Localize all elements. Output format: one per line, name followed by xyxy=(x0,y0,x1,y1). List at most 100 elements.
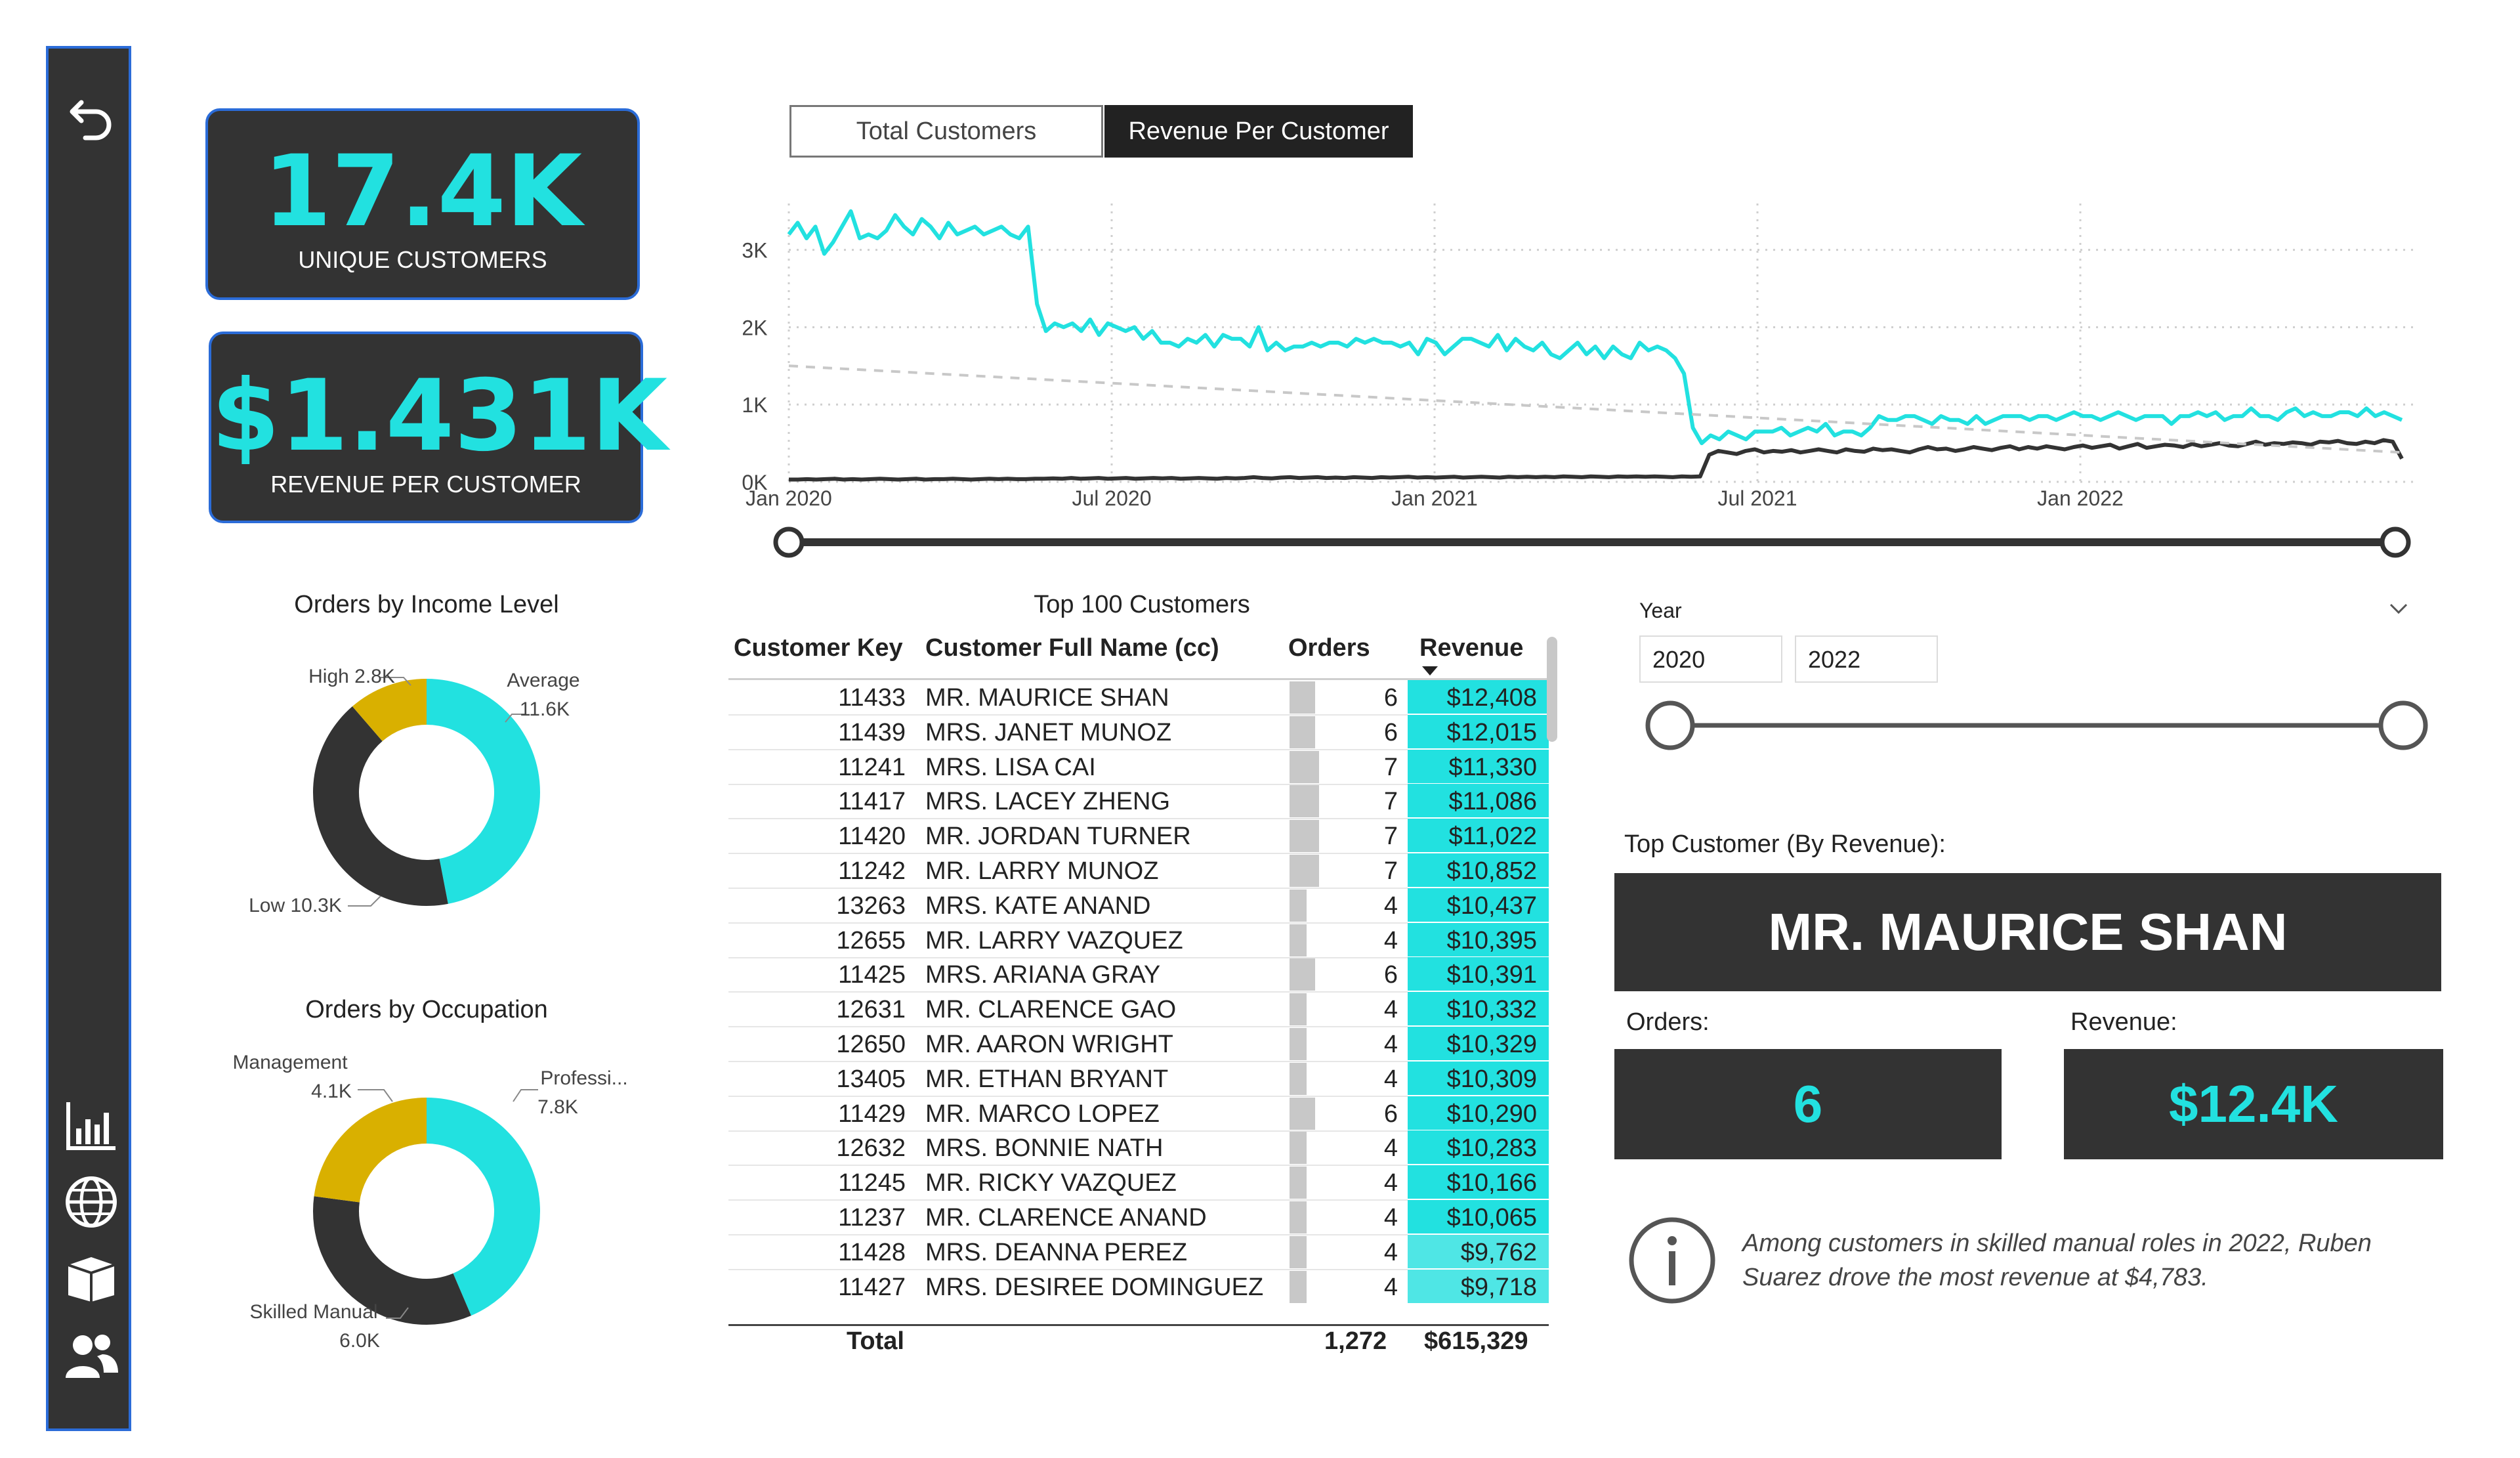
cell-orders: 4 xyxy=(1383,1065,1398,1093)
series-line-0 xyxy=(787,209,2403,446)
kpi-unique-customers: 17.4K UNIQUE CUSTOMERS xyxy=(205,108,640,300)
top-customer-name: MR. MAURICE SHAN xyxy=(1768,903,2288,961)
x-axis-ticks: Jan 2020 Jul 2020 Jan 2021 Jul 2021 Jan 2022 xyxy=(746,486,2124,510)
cell-customer-name: MRS. BONNIE NATH xyxy=(925,1134,1164,1163)
cell-customer-key: 11433 xyxy=(838,684,906,712)
back-arrow-icon[interactable] xyxy=(62,88,121,147)
cell-customer-name: MR. JORDAN TURNER xyxy=(925,823,1191,851)
globe-icon[interactable] xyxy=(62,1172,121,1232)
tab-revenue-per-customer[interactable]: Revenue Per Customer xyxy=(1104,105,1413,158)
table-row[interactable]: $12,015 11439 MRS. JANET MUNOZ 6 xyxy=(728,714,1549,750)
cell-customer-key: 12650 xyxy=(836,1031,906,1058)
table-row[interactable]: $10,332 12631 MR. CLARENCE GAO 4 xyxy=(728,992,1549,1028)
series-line-1 xyxy=(789,438,2404,482)
date-range-end-handle[interactable] xyxy=(2380,526,2411,558)
revenue-cell: $10,391 xyxy=(1408,957,1549,991)
revenue-cell: $11,086 xyxy=(1408,784,1549,818)
kpi-revenue-per-customer: $1.431K REVENUE PER CUSTOMER xyxy=(209,332,667,523)
y-tick-label: 2K xyxy=(742,316,767,339)
cell-customer-key: 12632 xyxy=(836,1134,906,1163)
revenue-cell: $12,015 xyxy=(1408,714,1549,748)
table-row[interactable]: $12,408 11433 MR. MAURICE SHAN 6 xyxy=(728,680,1549,716)
cell-orders: 4 xyxy=(1383,926,1398,954)
table-row[interactable]: $9,718 11427 MRS. DESIREE DOMINGUEZ 4 xyxy=(728,1269,1549,1304)
table-row[interactable]: $9,762 11428 MRS. DEANNA PEREZ 4 xyxy=(728,1234,1549,1270)
donut-slices xyxy=(313,679,540,906)
cell-customer-key: 11439 xyxy=(838,718,906,746)
table-row[interactable]: $11,086 11417 MRS. LACEY ZHENG 7 xyxy=(728,784,1549,820)
chevron-down-icon[interactable] xyxy=(2389,603,2408,616)
cell-customer-key: 11245 xyxy=(838,1169,906,1197)
cell-customer-key: 11428 xyxy=(838,1238,906,1266)
year-end-handle[interactable] xyxy=(2378,700,2428,750)
table-scrollbar[interactable] xyxy=(1547,637,1557,742)
orders-bar xyxy=(1290,785,1319,818)
cell-customer-key: 12631 xyxy=(836,996,906,1024)
label-high: High 2.8K xyxy=(308,666,395,687)
top-customer-orders-card: 6 xyxy=(1614,1049,2002,1159)
revenue-label: Revenue: xyxy=(2070,1008,2177,1036)
table-title: Top 100 Customers xyxy=(1034,591,1250,618)
cell-orders: 6 xyxy=(1383,718,1398,746)
table-row[interactable]: $11,022 11420 MR. JORDAN TURNER 7 xyxy=(728,819,1549,855)
cell-customer-key: 13263 xyxy=(836,891,906,920)
line-chart: 0K 1K 2K 3K Jan 2020 Jul 2020 Jan 2021 Jul 202… xyxy=(742,204,2415,558)
users-icon[interactable] xyxy=(62,1325,121,1384)
cell-orders: 4 xyxy=(1383,1238,1398,1266)
donut-slice-2 xyxy=(352,679,427,742)
revenue-cell: $10,395 xyxy=(1408,922,1549,956)
table-row[interactable]: $10,395 12655 MR. LARRY VAZQUEZ 4 xyxy=(728,922,1549,958)
y-axis-ticks: 0K 1K 2K 3K xyxy=(742,239,767,494)
label-average: Average xyxy=(507,670,579,691)
cell-orders: 4 xyxy=(1383,891,1398,920)
table-row[interactable]: $11,330 11241 MRS. LISA CAI 7 xyxy=(728,749,1549,785)
label-low: Low 10.3K xyxy=(249,895,342,916)
total-revenue: $615,329 xyxy=(1424,1327,1528,1355)
top-customer-revenue-card: $12.4K xyxy=(2064,1049,2443,1159)
orders-bar xyxy=(1290,1270,1307,1303)
cell-customer-name: MR. CLARENCE ANAND xyxy=(925,1204,1207,1232)
header-customer-key[interactable]: Customer Key xyxy=(734,634,903,662)
label-management-value: 4.1K xyxy=(311,1081,352,1102)
bar-chart-icon[interactable] xyxy=(62,1096,121,1155)
total-orders: 1,272 xyxy=(1324,1327,1387,1355)
table-body: $12,408 11433 MR. MAURICE SHAN 6 $12,015 1143… xyxy=(728,680,1549,1304)
table-row[interactable]: $10,065 11237 MR. CLARENCE ANAND 4 xyxy=(728,1200,1549,1235)
orders-bar xyxy=(1290,820,1319,853)
table-row[interactable]: $10,329 12650 MR. AARON WRIGHT 4 xyxy=(728,1027,1549,1062)
table-row[interactable]: $10,852 11242 MR. LARRY MUNOZ 7 xyxy=(728,853,1549,889)
cell-customer-name: MRS. DEANNA PEREZ xyxy=(925,1238,1188,1266)
table-row[interactable]: $10,166 11245 MR. RICKY VAZQUEZ 4 xyxy=(728,1165,1549,1201)
top-customer-label: Top Customer (By Revenue): xyxy=(1624,830,1946,858)
cell-customer-name: MR. MAURICE SHAN xyxy=(925,684,1169,712)
tab-total-customers[interactable]: Total Customers xyxy=(789,105,1103,158)
header-customer-name[interactable]: Customer Full Name (cc) xyxy=(925,634,1219,662)
table-row[interactable]: $10,391 11425 MRS. ARIANA GRAY 6 xyxy=(728,957,1549,993)
table-row[interactable]: $10,437 13263 MRS. KATE ANAND 4 xyxy=(728,888,1549,924)
orders-bar xyxy=(1290,1097,1315,1130)
revenue-cell: $10,166 xyxy=(1408,1165,1549,1199)
orders-bar xyxy=(1290,716,1315,748)
date-range-start-handle[interactable] xyxy=(773,526,805,558)
orders-bar xyxy=(1290,889,1307,922)
table-row[interactable]: $10,309 13405 MR. ETHAN BRYANT 4 xyxy=(728,1061,1549,1097)
box-icon[interactable] xyxy=(62,1247,121,1306)
year-to-input[interactable]: 2022 xyxy=(1795,635,1938,683)
revenue-cell: $10,283 xyxy=(1408,1130,1549,1165)
revenue-cell: $10,437 xyxy=(1408,888,1549,922)
table-row[interactable]: $10,283 12632 MRS. BONNIE NATH 4 xyxy=(728,1130,1549,1167)
cell-customer-name: MRS. LACEY ZHENG xyxy=(925,788,1171,816)
header-orders[interactable]: Orders xyxy=(1288,634,1370,662)
revenue-cell: $10,290 xyxy=(1408,1096,1549,1130)
label-skilled-manual-value: 6.0K xyxy=(339,1330,380,1352)
label-average-value: 11.6K xyxy=(520,698,570,720)
donut-income-title: Orders by Income Level xyxy=(294,591,559,618)
orders-bar xyxy=(1290,1132,1307,1165)
table-row[interactable]: $10,290 11429 MR. MARCO LOPEZ 6 xyxy=(728,1096,1549,1132)
year-from-input[interactable]: 2020 xyxy=(1639,635,1782,683)
total-divider xyxy=(728,1324,1549,1326)
cell-customer-key: 11241 xyxy=(838,753,906,781)
year-start-handle[interactable] xyxy=(1645,700,1695,750)
top-customer-orders: 6 xyxy=(1793,1075,1823,1133)
header-revenue[interactable]: Revenue xyxy=(1419,634,1524,662)
